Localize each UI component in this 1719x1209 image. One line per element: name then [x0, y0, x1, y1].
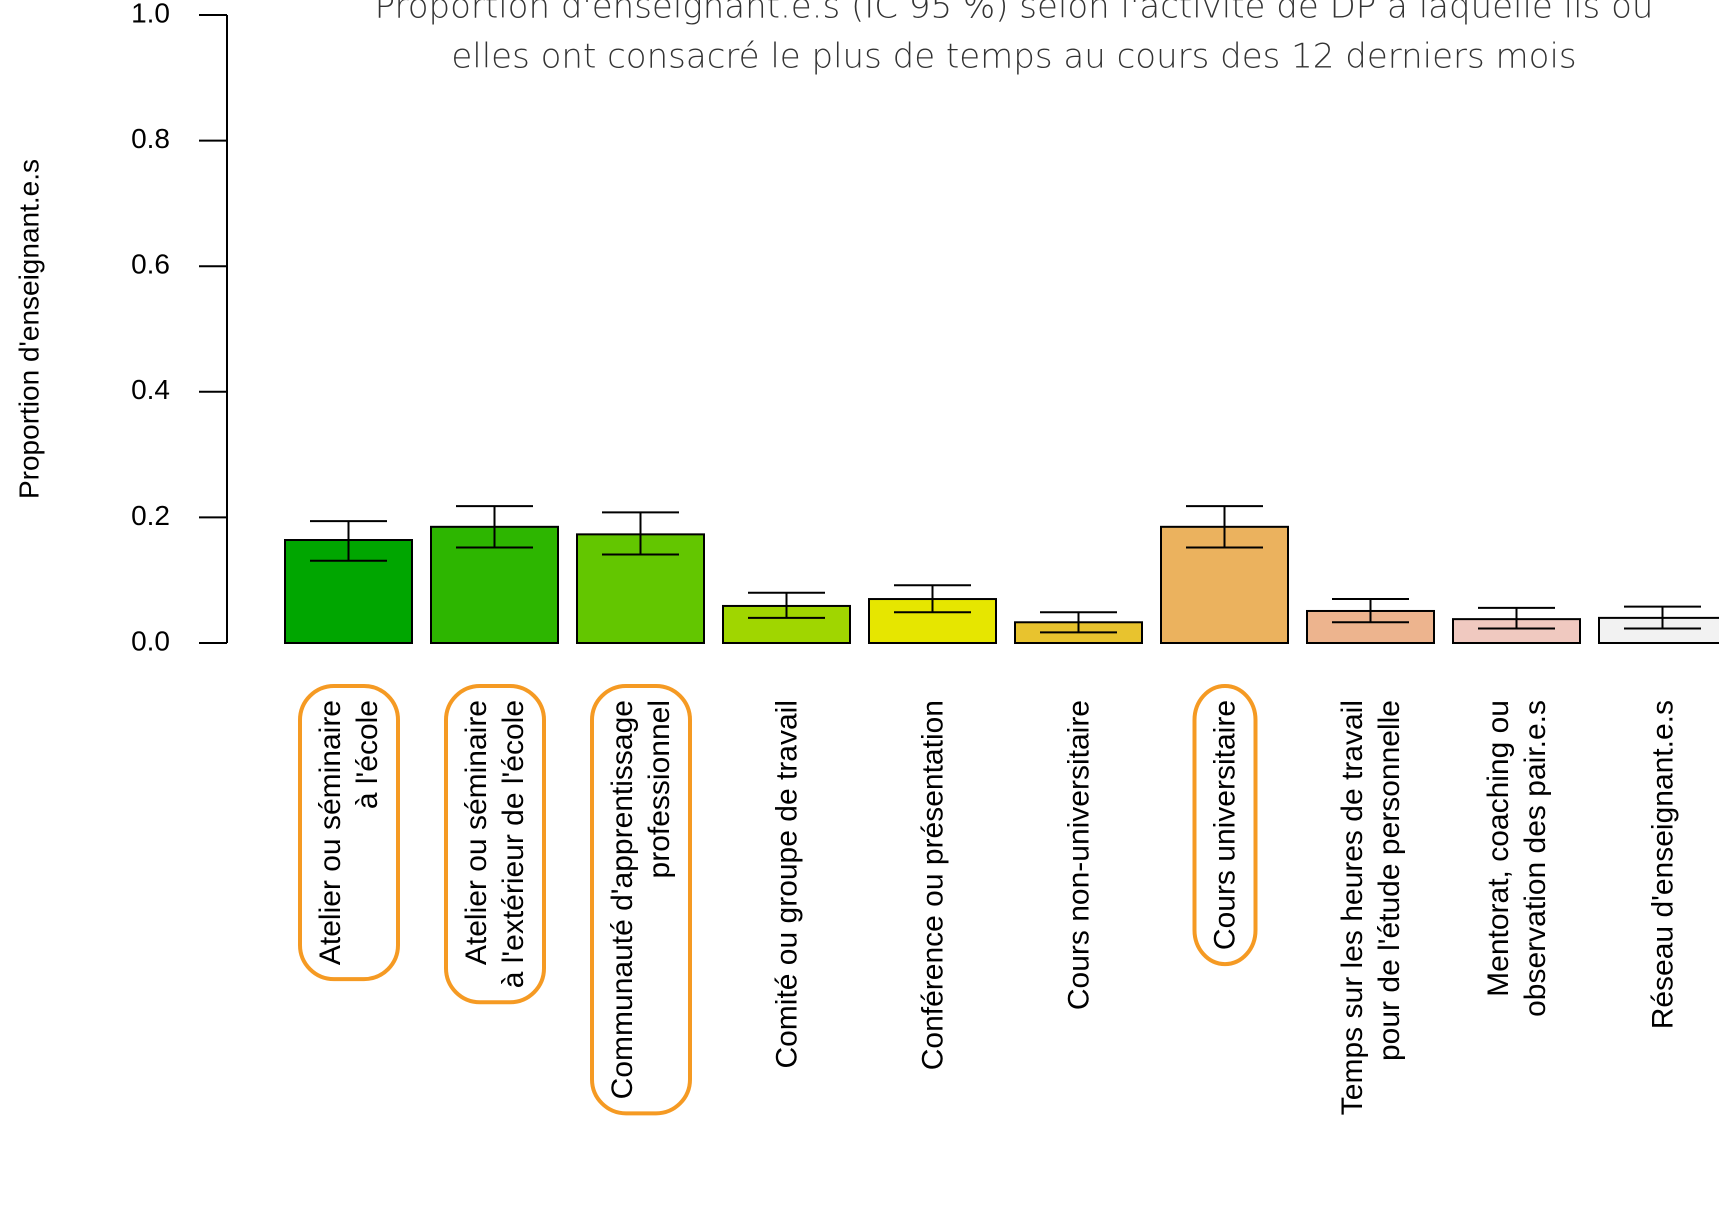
x-tick-label: Mentorat, coaching ou — [1482, 700, 1515, 997]
x-tick-label-group: Mentorat, coaching ou observation des pai… — [1482, 700, 1552, 1017]
y-tick-label: 1.0 — [131, 0, 170, 28]
highlight-box — [444, 684, 546, 1005]
x-tick-label-group: Cours universitaire — [1209, 700, 1242, 950]
bar — [1598, 616, 1719, 645]
x-tick-label: Cours non-universitaire — [1063, 700, 1096, 1010]
x-tick-label: Communauté d'apprentissage — [606, 700, 639, 1099]
bar — [868, 598, 997, 644]
highlight-box — [590, 684, 692, 1116]
x-tick-label: pour de l'étude personnelle — [1373, 700, 1406, 1061]
x-tick-label: professionnel — [643, 700, 676, 878]
y-axis-label: Proportion d'enseignant.e.s — [13, 159, 44, 499]
x-tick-label: Atelier ou séminaire — [460, 700, 493, 965]
highlight-box — [1192, 684, 1258, 967]
x-tick-label: Cours universitaire — [1209, 700, 1242, 950]
y-tick-label: 0.2 — [131, 500, 170, 531]
x-tick-label: Conférence ou présentation — [917, 700, 950, 1070]
x-tick-label: Réseau d'enseignant.e.s — [1647, 700, 1680, 1029]
x-tick-label-group: Communauté d'apprentissage professionnel — [606, 700, 676, 1099]
y-tick-label: 0.4 — [131, 374, 170, 405]
x-tick-label: observation des pair.e.s — [1519, 700, 1552, 1017]
chart-title: Proportion d'enseignant.e.s (IC 95 %) se… — [375, 0, 1654, 27]
bar — [722, 604, 851, 644]
x-tick-label-group: Atelier ou séminaire à l'extérieur de l'é… — [460, 700, 530, 988]
x-tick-label-group: Conférence ou présentation — [917, 700, 950, 1070]
x-tick-label-group: Cours non-universitaire — [1063, 700, 1096, 1010]
x-tick-label: Comité ou groupe de travail — [771, 700, 804, 1069]
x-tick-label: Temps sur les heures de travail — [1336, 700, 1369, 1115]
y-tick-label: 0.6 — [131, 249, 170, 280]
x-tick-label: Atelier ou séminaire — [314, 700, 347, 965]
x-tick-label: à l'école — [351, 700, 384, 809]
x-tick-label-group: Atelier ou séminaire à l'école — [314, 700, 384, 965]
x-tick-label: à l'extérieur de l'école — [497, 700, 530, 988]
y-tick-label: 0.0 — [131, 625, 170, 656]
highlight-box — [298, 684, 400, 982]
x-tick-label-group: Comité ou groupe de travail — [771, 700, 804, 1069]
y-tick-label: 0.8 — [131, 123, 170, 154]
x-tick-label-group: Réseau d'enseignant.e.s — [1647, 700, 1680, 1029]
chart-title: elles ont consacré le plus de temps au c… — [451, 37, 1576, 77]
x-tick-label-group: Temps sur les heures de travail pour de l… — [1336, 700, 1406, 1115]
